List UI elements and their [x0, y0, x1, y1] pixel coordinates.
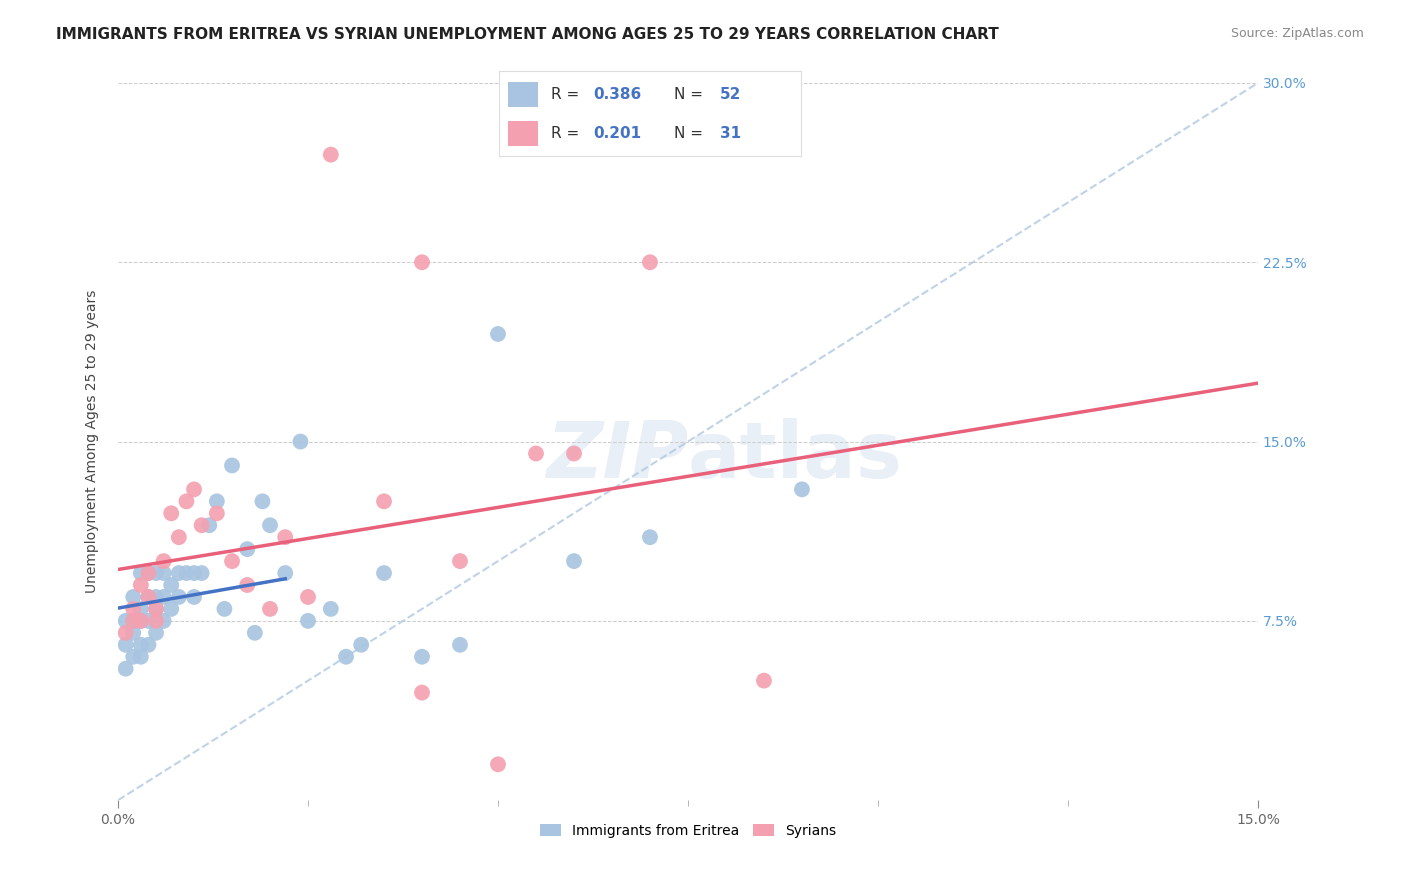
Point	[145, 590, 167, 604]
Point	[190, 566, 212, 580]
Point	[486, 757, 509, 772]
Point	[138, 614, 160, 628]
Point	[790, 483, 813, 497]
Point	[274, 530, 297, 544]
Point	[145, 614, 167, 628]
Point	[183, 566, 205, 580]
FancyBboxPatch shape	[508, 81, 538, 107]
Text: 0.386: 0.386	[593, 87, 641, 102]
Point	[129, 638, 152, 652]
Point	[176, 494, 198, 508]
Point	[752, 673, 775, 688]
Point	[214, 602, 236, 616]
Point	[138, 590, 160, 604]
Text: 0.201: 0.201	[593, 126, 641, 141]
Point	[274, 566, 297, 580]
Text: R =: R =	[551, 87, 583, 102]
Point	[243, 625, 266, 640]
Text: N =: N =	[675, 87, 709, 102]
Point	[114, 662, 136, 676]
Point	[129, 614, 152, 628]
Point	[145, 566, 167, 580]
Point	[129, 649, 152, 664]
Point	[259, 602, 281, 616]
Point	[183, 590, 205, 604]
Point	[562, 446, 585, 460]
Point	[114, 625, 136, 640]
Point	[122, 602, 145, 616]
Point	[524, 446, 547, 460]
Point	[138, 566, 160, 580]
Point	[138, 566, 160, 580]
Point	[167, 566, 190, 580]
Point	[160, 602, 183, 616]
Point	[152, 614, 174, 628]
Point	[160, 578, 183, 592]
Point	[205, 494, 228, 508]
Point	[167, 590, 190, 604]
Point	[152, 590, 174, 604]
Point	[297, 614, 319, 628]
Point	[449, 554, 471, 568]
Point	[205, 506, 228, 520]
Y-axis label: Unemployment Among Ages 25 to 29 years: Unemployment Among Ages 25 to 29 years	[86, 290, 100, 593]
Point	[122, 649, 145, 664]
Point	[297, 590, 319, 604]
Text: ZIP: ZIP	[546, 418, 688, 494]
Point	[638, 255, 661, 269]
Point	[145, 602, 167, 616]
Point	[562, 554, 585, 568]
Point	[114, 638, 136, 652]
Point	[252, 494, 274, 508]
Text: R =: R =	[551, 126, 583, 141]
Point	[411, 685, 433, 699]
Point	[373, 566, 395, 580]
Point	[129, 566, 152, 580]
Point	[373, 494, 395, 508]
Point	[198, 518, 221, 533]
Point	[221, 458, 243, 473]
Point	[160, 506, 183, 520]
Point	[129, 614, 152, 628]
Point	[176, 566, 198, 580]
Point	[411, 649, 433, 664]
Point	[122, 625, 145, 640]
Point	[290, 434, 312, 449]
Point	[129, 602, 152, 616]
Point	[152, 566, 174, 580]
Point	[259, 518, 281, 533]
Text: 52: 52	[720, 87, 741, 102]
Point	[221, 554, 243, 568]
Point	[236, 578, 259, 592]
Point	[145, 625, 167, 640]
Point	[122, 590, 145, 604]
Point	[183, 483, 205, 497]
Point	[129, 578, 152, 592]
Point	[319, 602, 342, 616]
Text: atlas: atlas	[688, 418, 903, 494]
Text: Source: ZipAtlas.com: Source: ZipAtlas.com	[1230, 27, 1364, 40]
Point	[236, 542, 259, 557]
FancyBboxPatch shape	[508, 120, 538, 146]
Point	[138, 638, 160, 652]
Legend: Immigrants from Eritrea, Syrians: Immigrants from Eritrea, Syrians	[534, 818, 842, 844]
Point	[138, 590, 160, 604]
Point	[449, 638, 471, 652]
Point	[122, 614, 145, 628]
Text: 31: 31	[720, 126, 741, 141]
Point	[486, 326, 509, 341]
Text: N =: N =	[675, 126, 709, 141]
Point	[122, 614, 145, 628]
Point	[145, 602, 167, 616]
Point	[411, 255, 433, 269]
Point	[152, 554, 174, 568]
Point	[190, 518, 212, 533]
Point	[638, 530, 661, 544]
Point	[167, 530, 190, 544]
Point	[114, 614, 136, 628]
Point	[350, 638, 373, 652]
Point	[319, 147, 342, 161]
Point	[335, 649, 357, 664]
Text: IMMIGRANTS FROM ERITREA VS SYRIAN UNEMPLOYMENT AMONG AGES 25 TO 29 YEARS CORRELA: IMMIGRANTS FROM ERITREA VS SYRIAN UNEMPL…	[56, 27, 1000, 42]
